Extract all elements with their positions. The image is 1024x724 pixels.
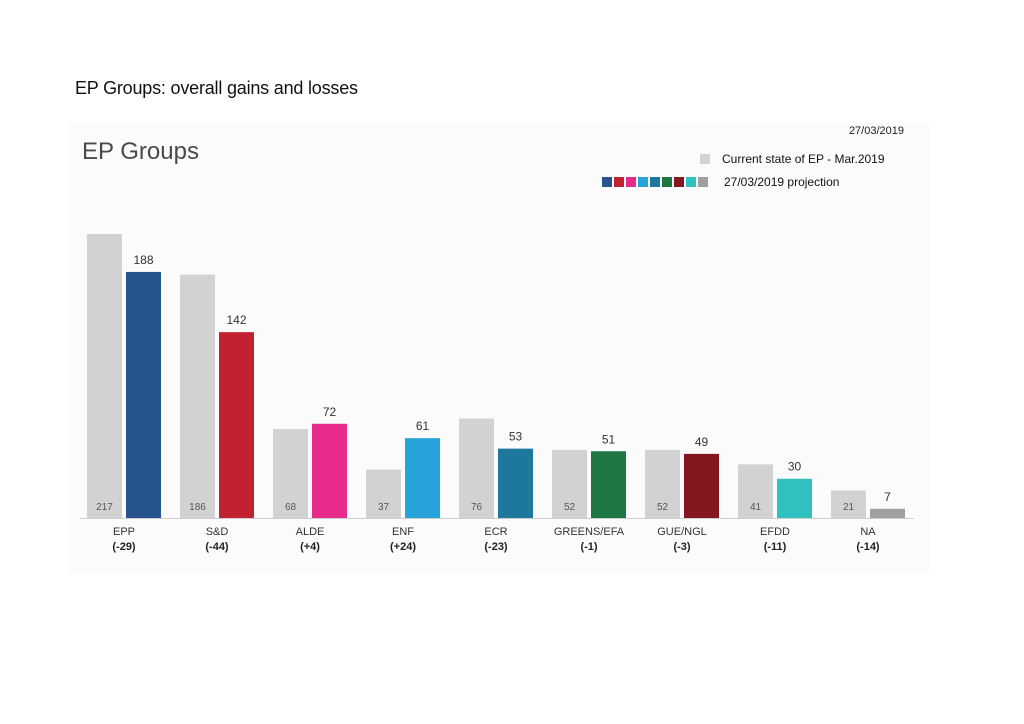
bar-projection-label: 61: [416, 419, 430, 433]
bar-current: [273, 429, 308, 518]
legend-projection-swatch: [638, 177, 648, 187]
bar-projection-label: 142: [226, 313, 246, 327]
bar-current-label: 186: [189, 502, 206, 513]
category-label: ALDE: [296, 526, 325, 538]
page-heading: EP Groups: overall gains and losses: [75, 78, 358, 98]
bar-current-label: 68: [285, 502, 297, 513]
legend-current-swatch: [700, 154, 710, 164]
category-label: EPP: [113, 526, 135, 538]
legend-projection-label: 27/03/2019 projection: [724, 175, 840, 189]
bar-projection-label: 72: [323, 405, 337, 419]
bar-current-label: 76: [471, 502, 483, 513]
delta-label: (-44): [205, 541, 229, 553]
bar-projection: [870, 508, 905, 518]
legend-projection-swatch: [686, 177, 696, 187]
bar-projection: [312, 423, 347, 518]
delta-label: (-14): [856, 541, 880, 553]
delta-label: (-1): [580, 541, 597, 553]
chart-panel: 27/03/2019 EP Groups Current state of EP…: [68, 123, 930, 573]
category-label: ENF: [392, 526, 414, 538]
bar-current: [87, 234, 122, 518]
bar-current: [552, 449, 587, 518]
category-label: NA: [860, 526, 876, 538]
legend-projection-swatch: [698, 177, 708, 187]
category-label: S&D: [206, 526, 229, 538]
category-label: GREENS/EFA: [554, 526, 625, 538]
delta-label: (+24): [390, 541, 416, 553]
bar-projection: [498, 448, 533, 518]
bar-projection: [219, 332, 254, 518]
category-label: ECR: [484, 526, 507, 538]
bar-projection-label: 188: [133, 253, 153, 267]
legend-current: Current state of EP - Mar.2019: [700, 152, 885, 166]
legend-projection-swatch: [662, 177, 672, 187]
bar-projection-label: 49: [695, 435, 709, 449]
bar-current-label: 41: [750, 502, 762, 513]
bar-current-label: 217: [96, 502, 113, 513]
bar-current: [738, 464, 773, 518]
legend-projection: 27/03/2019 projection: [602, 175, 839, 189]
legend-projection-swatch: [674, 177, 684, 187]
legend-projection-swatch: [602, 177, 612, 187]
delta-label: (-23): [484, 541, 508, 553]
bar-current: [180, 274, 215, 518]
bar-current: [831, 490, 866, 518]
bar-current: [459, 418, 494, 518]
legend-projection-swatches: [602, 177, 708, 187]
bar-projection: [777, 478, 812, 518]
bar-projection-label: 51: [602, 432, 616, 446]
category-label: GUE/NGL: [657, 526, 707, 538]
chart-date: 27/03/2019: [848, 125, 904, 137]
bar-current-label: 37: [378, 502, 390, 513]
bar-projection: [684, 453, 719, 518]
chart-title: EP Groups: [82, 138, 199, 165]
bar-projection: [405, 438, 440, 518]
bar-projection-label: 53: [509, 430, 523, 444]
delta-label: (-11): [764, 541, 787, 553]
bar-current-label: 52: [657, 502, 669, 513]
legend-projection-swatch: [650, 177, 660, 187]
legend-current-label: Current state of EP - Mar.2019: [722, 152, 885, 166]
bar-chart: 217188EPP(-29)186142S&D(-44)6872ALDE(+4)…: [80, 234, 914, 553]
delta-label: (-3): [673, 541, 690, 553]
legend-projection-swatch: [614, 177, 624, 187]
bar-current-label: 21: [843, 502, 855, 513]
bar-current: [366, 469, 401, 518]
delta-label: (-29): [112, 541, 136, 553]
bar-projection: [591, 451, 626, 518]
bar-projection-label: 30: [788, 460, 802, 474]
category-label: EFDD: [760, 526, 790, 538]
bar-current: [645, 449, 680, 518]
legend-projection-swatch: [626, 177, 636, 187]
bar-projection-label: 7: [884, 490, 891, 504]
bar-projection: [126, 271, 161, 518]
delta-label: (+4): [300, 541, 320, 553]
bar-current-label: 52: [564, 502, 576, 513]
